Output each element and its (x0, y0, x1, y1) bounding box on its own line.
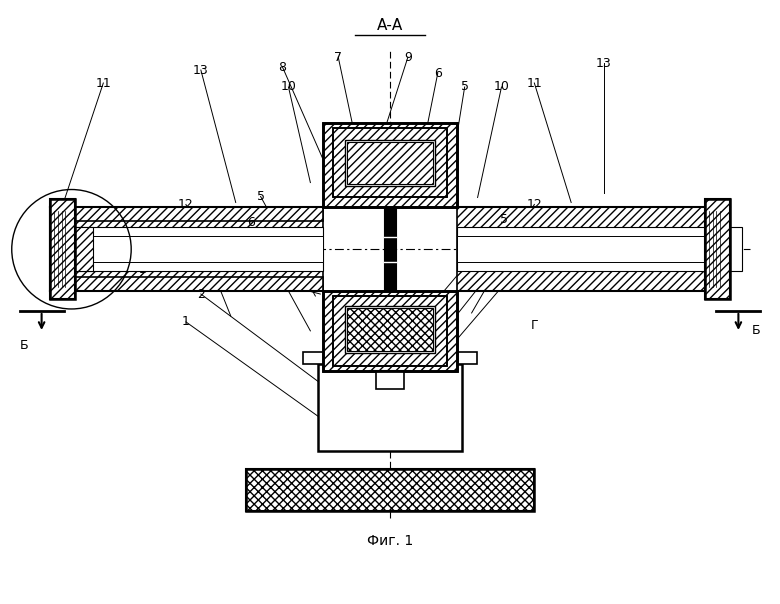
Bar (457, 207, 730, 291)
Text: 9: 9 (404, 51, 412, 63)
Text: Б: Б (20, 339, 28, 352)
Bar (50, 199, 76, 299)
Bar (333, 128, 447, 198)
Bar (303, 352, 477, 364)
Bar (323, 123, 457, 207)
Bar (457, 236, 722, 262)
Text: Г: Г (530, 320, 538, 332)
Text: 6: 6 (246, 216, 254, 229)
Text: 11: 11 (526, 77, 542, 89)
Bar (50, 207, 323, 222)
Text: 6: 6 (510, 236, 519, 249)
Text: Б: Б (752, 324, 760, 338)
Bar (333, 296, 447, 365)
Text: 4: 4 (222, 263, 229, 275)
Bar (323, 123, 457, 207)
Text: 12: 12 (178, 198, 193, 211)
Text: 10: 10 (281, 80, 296, 94)
Text: 5: 5 (501, 213, 509, 226)
Bar (55, 227, 323, 271)
Bar (318, 364, 462, 451)
Text: 11: 11 (95, 77, 112, 89)
Bar (333, 296, 447, 365)
Text: 10: 10 (494, 80, 509, 94)
Bar (246, 469, 534, 511)
Bar (376, 371, 404, 388)
Text: 3: 3 (215, 240, 223, 252)
Bar (333, 128, 447, 198)
Bar (76, 227, 94, 271)
Bar (704, 199, 730, 299)
Bar (50, 277, 323, 291)
Bar (704, 199, 730, 299)
Bar (345, 140, 435, 185)
Bar (323, 291, 457, 371)
Bar (50, 207, 323, 291)
Text: 14: 14 (513, 258, 530, 271)
Text: 12: 12 (526, 198, 542, 211)
Bar (730, 227, 743, 271)
Text: 8: 8 (278, 60, 286, 74)
Text: Фиг. 1: Фиг. 1 (367, 534, 413, 548)
Text: 2: 2 (197, 288, 205, 301)
Bar (50, 199, 76, 299)
Bar (384, 207, 396, 291)
Text: 5: 5 (461, 80, 469, 94)
Bar (346, 309, 434, 351)
Text: 1: 1 (182, 315, 190, 329)
Bar (345, 306, 435, 353)
Text: В: В (139, 263, 147, 275)
Text: 13: 13 (193, 63, 209, 77)
Text: А-А: А-А (377, 18, 403, 33)
Bar (346, 143, 434, 184)
Text: 6: 6 (434, 66, 441, 80)
Text: 5: 5 (257, 190, 264, 203)
Bar (58, 236, 323, 262)
Bar (323, 291, 457, 371)
Bar (457, 227, 725, 271)
Bar (246, 469, 534, 511)
Text: 13: 13 (596, 57, 612, 69)
Text: 7: 7 (335, 51, 342, 63)
